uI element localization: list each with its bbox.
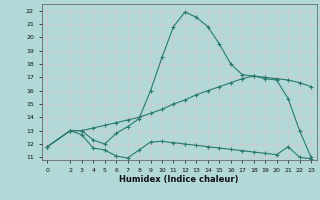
X-axis label: Humidex (Indice chaleur): Humidex (Indice chaleur) <box>119 175 239 184</box>
